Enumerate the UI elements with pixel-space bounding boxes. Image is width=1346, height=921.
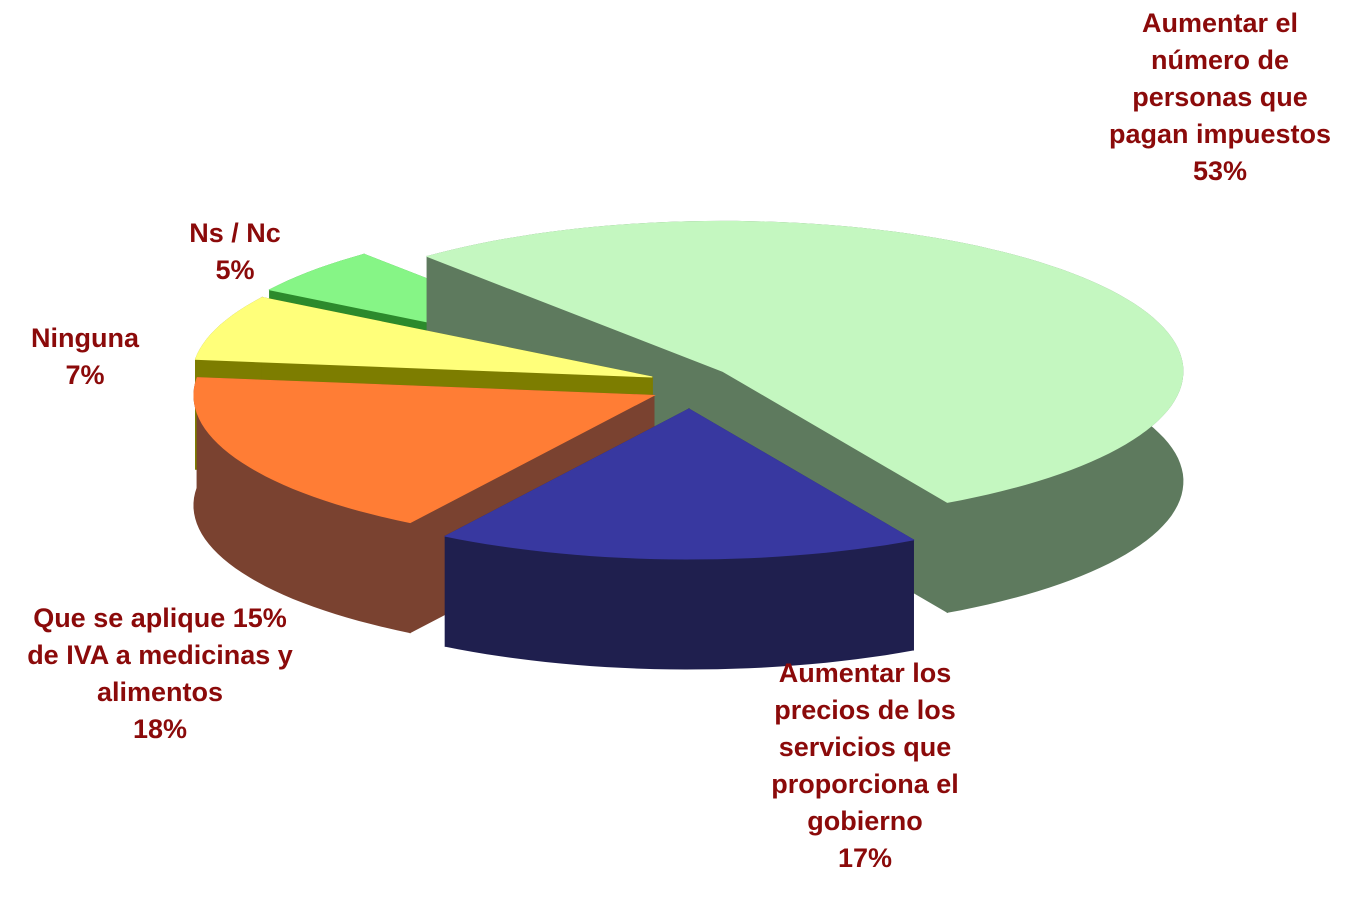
slice-label: Ninguna 7% <box>0 320 185 394</box>
value-label: 5% <box>215 255 255 285</box>
slice-label: Que se aplique 15% de IVA a medicinas y … <box>15 600 305 748</box>
slice <box>443 408 915 560</box>
slice <box>425 220 1184 503</box>
slice-label: Ns / Nc 5% <box>135 215 335 289</box>
slice-label: Aumentar el número de personas que pagan… <box>1100 5 1340 190</box>
category-label: Aumentar el número de personas que pagan… <box>1108 8 1332 149</box>
value-label: 17% <box>837 843 893 873</box>
category-label: Aumentar los precios de los servicios qu… <box>771 658 959 836</box>
category-label: Ns / Nc <box>189 218 281 248</box>
category-label: Que se aplique 15% de IVA a medicinas y … <box>27 603 293 707</box>
value-label: 7% <box>65 360 105 390</box>
value-label: 18% <box>132 714 188 744</box>
slice-label: Aumentar los precios de los servicios qu… <box>730 655 1000 877</box>
slice <box>193 377 656 524</box>
slice <box>194 296 653 378</box>
value-label: 53% <box>1192 156 1248 186</box>
category-label: Ninguna <box>31 323 139 353</box>
